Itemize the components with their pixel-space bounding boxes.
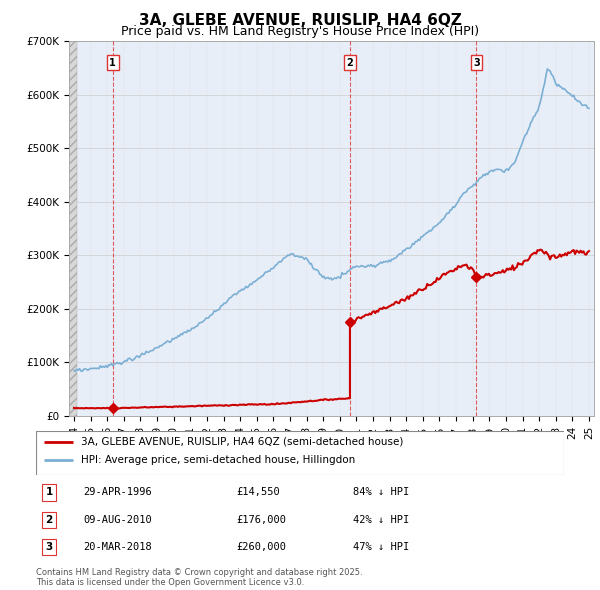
Text: 29-APR-1996: 29-APR-1996	[83, 487, 152, 497]
Text: 42% ↓ HPI: 42% ↓ HPI	[353, 515, 409, 525]
Bar	[69, 41, 77, 416]
Text: £260,000: £260,000	[236, 542, 287, 552]
Text: £176,000: £176,000	[236, 515, 287, 525]
Text: 09-AUG-2010: 09-AUG-2010	[83, 515, 152, 525]
Text: 1: 1	[109, 58, 116, 68]
Text: 3: 3	[46, 542, 53, 552]
Text: 2: 2	[347, 58, 353, 68]
Text: Price paid vs. HM Land Registry's House Price Index (HPI): Price paid vs. HM Land Registry's House …	[121, 25, 479, 38]
Text: 3A, GLEBE AVENUE, RUISLIP, HA4 6QZ (semi-detached house): 3A, GLEBE AVENUE, RUISLIP, HA4 6QZ (semi…	[81, 437, 403, 447]
Text: Contains HM Land Registry data © Crown copyright and database right 2025.
This d: Contains HM Land Registry data © Crown c…	[36, 568, 362, 587]
Text: 1: 1	[46, 487, 53, 497]
Text: 3A, GLEBE AVENUE, RUISLIP, HA4 6QZ: 3A, GLEBE AVENUE, RUISLIP, HA4 6QZ	[139, 13, 461, 28]
Text: 3: 3	[473, 58, 480, 68]
Text: 47% ↓ HPI: 47% ↓ HPI	[353, 542, 409, 552]
Text: 2: 2	[46, 515, 53, 525]
Text: 84% ↓ HPI: 84% ↓ HPI	[353, 487, 409, 497]
Text: 20-MAR-2018: 20-MAR-2018	[83, 542, 152, 552]
Text: HPI: Average price, semi-detached house, Hillingdon: HPI: Average price, semi-detached house,…	[81, 455, 355, 466]
Text: £14,550: £14,550	[236, 487, 280, 497]
